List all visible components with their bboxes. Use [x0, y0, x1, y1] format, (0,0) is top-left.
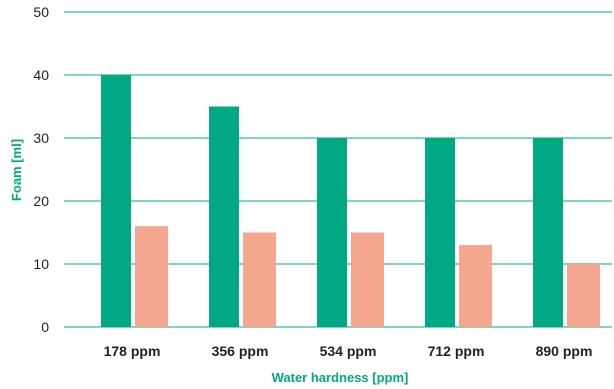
x-axis-title: Water hardness [ppm] [272, 370, 409, 385]
x-tick-label: 890 ppm [536, 343, 593, 359]
x-tick-label: 534 ppm [320, 343, 377, 359]
bar-series2-356-ppm [243, 232, 276, 327]
x-tick-label: 356 ppm [212, 343, 269, 359]
bar-series2-712-ppm [459, 245, 492, 327]
y-axis-title: Foam [ml] [9, 139, 24, 201]
x-tick-label: 712 ppm [428, 343, 485, 359]
bar-series1-712-ppm [425, 138, 455, 327]
bar-series1-890-ppm [533, 138, 563, 327]
y-tick-label: 10 [33, 256, 49, 272]
bar-series2-890-ppm [567, 264, 600, 327]
x-tick-label: 178 ppm [104, 343, 161, 359]
y-tick-label: 30 [33, 130, 49, 146]
bar-series1-356-ppm [209, 106, 239, 327]
bar-series2-178-ppm [135, 226, 168, 327]
y-tick-label: 20 [33, 193, 49, 209]
y-tick-labels: 0 10 20 30 40 50 [33, 4, 49, 335]
bars [101, 75, 600, 327]
bar-series1-534-ppm [317, 138, 347, 327]
bar-series1-178-ppm [101, 75, 131, 327]
y-tick-label: 0 [41, 319, 49, 335]
x-tick-labels: 178 ppm 356 ppm 534 ppm 712 ppm 890 ppm [104, 343, 593, 359]
y-tick-label: 40 [33, 67, 49, 83]
bar-series2-534-ppm [351, 232, 384, 327]
y-tick-label: 50 [33, 4, 49, 20]
